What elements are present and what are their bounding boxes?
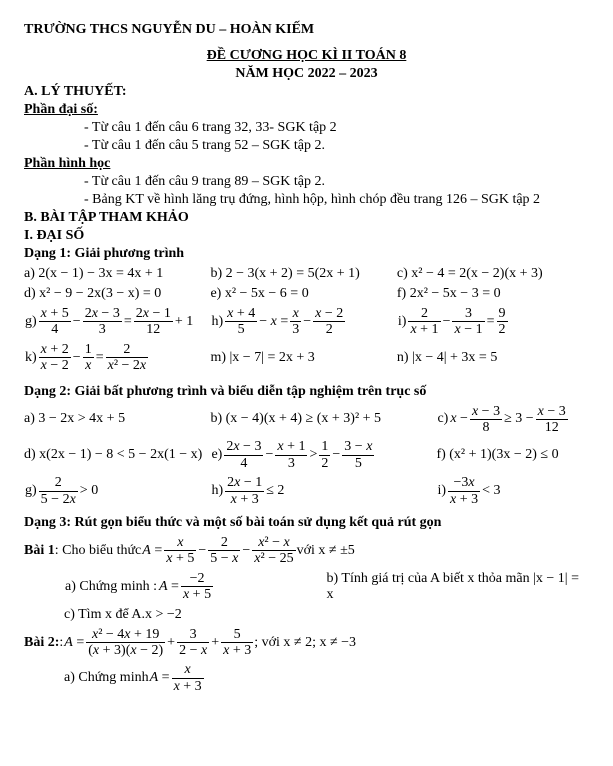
label-e2: e) bbox=[211, 447, 222, 463]
hinh-line-1: - Từ câu 1 đến câu 9 trang 89 – SGK tập … bbox=[24, 174, 589, 190]
eq-d1i: i) 2x + 1 − 3x − 1 = 92 bbox=[397, 306, 583, 338]
doc-title-1: ĐỀ CƯƠNG HỌC KÌ II TOÁN 8 bbox=[24, 48, 589, 64]
eq-d1d: d) x² − 9 − 2x(3 − x) = 0 bbox=[24, 286, 210, 302]
bai2-a-expr: A = xx + 3 bbox=[149, 662, 205, 694]
doc-title-2: NĂM HỌC 2022 – 2023 bbox=[24, 66, 589, 82]
eq-d2b: b) (x − 4)(x + 4) ≥ (x + 3)² + 5 bbox=[210, 411, 436, 427]
eq-d1n: n) |x − 4| + 3x = 5 bbox=[397, 350, 583, 366]
section-i-header: I. ĐẠI SỐ bbox=[24, 228, 589, 244]
bai2-cond: ; với x ≠ 2; x ≠ −3 bbox=[254, 635, 356, 651]
eq-d2f: f) (x² + 1)(3x − 2) ≤ 0 bbox=[436, 447, 583, 463]
dang2-header: Dạng 2: Giải bất phương trình và biểu di… bbox=[24, 384, 589, 400]
eq-d2d: d) x(2x − 1) − 8 < 5 − 2x(1 − x) bbox=[24, 447, 210, 463]
eq-d1g: g) x + 54 − 2x − 33 = 2x − 112 + 1 bbox=[24, 306, 210, 338]
bai1-label: Bài 1 bbox=[24, 543, 55, 559]
label-h2: h) bbox=[211, 483, 223, 499]
eq-d1a: a) 2(x − 1) − 3x = 4x + 1 bbox=[24, 266, 210, 282]
eq-d1c: c) x² − 4 = 2(x − 2)(x + 3) bbox=[397, 266, 583, 282]
bai2-a-label: a) Chứng minh bbox=[64, 670, 149, 686]
eq-d1e: e) x² − 5x − 6 = 0 bbox=[210, 286, 396, 302]
daiso-line-2: - Từ câu 1 đến câu 5 trang 52 – SGK tập … bbox=[24, 138, 589, 154]
dang2-row2: d) x(2x − 1) − 8 < 5 − 2x(1 − x) e) 2x −… bbox=[24, 439, 589, 471]
bai1-line: Bài 1 : Cho biểu thức A = xx + 5 − 25 − … bbox=[24, 535, 589, 567]
bai2-line: Bài 2: : A = x² − 4x + 19(x + 3)(x − 2) … bbox=[24, 627, 589, 659]
label-g2: g) bbox=[25, 483, 37, 499]
school-name: TRƯỜNG THCS NGUYỄN DU – HOÀN KIẾM bbox=[24, 22, 589, 38]
bai1-cond: với x ≠ ±5 bbox=[297, 543, 355, 559]
section-a-text: A. LÝ THUYẾT bbox=[24, 84, 122, 99]
dang1-row2: d) x² − 9 − 2x(3 − x) = 0 e) x² − 5x − 6… bbox=[24, 286, 589, 302]
bai1-a: a) Chứng minh : A = −2x + 5 bbox=[64, 571, 327, 603]
dang2-row3: g) 25 − 2x > 0 h) 2x − 1x + 3 ≤ 2 i) −3x… bbox=[24, 475, 589, 507]
bai2-label: Bài 2: bbox=[24, 635, 59, 651]
hinh-header: Phần hình học bbox=[24, 156, 589, 172]
eq-d2a: a) 3 − 2x > 4x + 5 bbox=[24, 411, 210, 427]
eq-d1m: m) |x − 7| = 2x + 3 bbox=[210, 350, 396, 366]
label-c2: c) bbox=[437, 411, 448, 427]
bai1-text: : Cho biểu thức bbox=[55, 543, 142, 559]
bai1-a-label: a) Chứng minh : bbox=[65, 579, 157, 595]
eq-d2g: g) 25 − 2x > 0 bbox=[24, 475, 210, 507]
dang1-header: Dạng 1: Giải phương trình bbox=[24, 246, 589, 262]
label-i2: i) bbox=[437, 483, 446, 499]
eq-d2e: e) 2x − 34 − x + 13 > 12 − 3 − x5 bbox=[210, 439, 436, 471]
eq-d1f: f) 2x² − 5x − 3 = 0 bbox=[397, 286, 583, 302]
eq-d1b: b) 2 − 3(x + 2) = 5(2x + 1) bbox=[210, 266, 396, 282]
label-h: h) bbox=[211, 314, 223, 330]
bai1-expr: A = xx + 5 − 25 − x − x² − xx² − 25 bbox=[141, 535, 296, 567]
bai2-expr: A = x² − 4x + 19(x + 3)(x − 2) + 32 − x … bbox=[63, 627, 254, 659]
dang3-header: Dạng 3: Rút gọn biểu thức và một số bài … bbox=[24, 515, 589, 531]
eq-d1h: h) x + 45 − x = x3 − x − 22 bbox=[210, 306, 396, 338]
hinh-line-2: - Bảng KT về hình lăng trụ đứng, hình hộ… bbox=[24, 192, 589, 208]
label-i: i) bbox=[398, 314, 407, 330]
bai2-a: a) Chứng minh A = xx + 3 bbox=[24, 662, 589, 694]
section-b-header: B. BÀI TẬP THAM KHẢO bbox=[24, 210, 589, 226]
eq-d2i: i) −3xx + 3 < 3 bbox=[436, 475, 583, 507]
bai1-ab: a) Chứng minh : A = −2x + 5 b) Tính giá … bbox=[24, 571, 589, 603]
label-g: g) bbox=[25, 314, 37, 330]
dang1-row1: a) 2(x − 1) − 3x = 4x + 1 b) 2 − 3(x + 2… bbox=[24, 266, 589, 282]
dang1-row3: g) x + 54 − 2x − 33 = 2x − 112 + 1 h) x … bbox=[24, 306, 589, 338]
eq-d1k: k) x + 2x − 2 − 1x = 2x² − 2x bbox=[24, 342, 210, 374]
eq-d2c: c) x − x − 38 ≥ 3 − x − 312 bbox=[436, 404, 583, 436]
daiso-line-1: - Từ câu 1 đến câu 6 trang 32, 33- SGK t… bbox=[24, 120, 589, 136]
dang1-row4: k) x + 2x − 2 − 1x = 2x² − 2x m) |x − 7|… bbox=[24, 342, 589, 374]
bai1-b: b) Tính giá trị của A biết x thỏa mãn |x… bbox=[327, 571, 590, 603]
label-k: k) bbox=[25, 350, 37, 366]
daiso-header: Phần đại số: bbox=[24, 102, 589, 118]
dang2-row1: a) 3 − 2x > 4x + 5 b) (x − 4)(x + 4) ≥ (… bbox=[24, 404, 589, 436]
section-a-header: A. LÝ THUYẾT: bbox=[24, 84, 589, 100]
eq-d2h: h) 2x − 1x + 3 ≤ 2 bbox=[210, 475, 436, 507]
bai1-c: c) Tìm x để A.x > −2 bbox=[24, 607, 589, 623]
